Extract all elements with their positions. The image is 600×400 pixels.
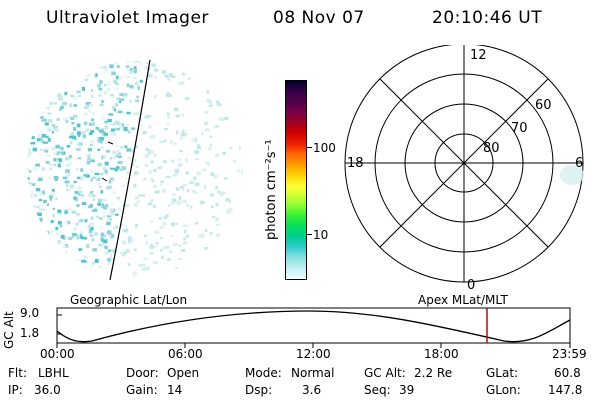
lat-label-60: 60: [535, 98, 552, 113]
aurora-spot: [560, 165, 584, 185]
polar-grid: 12 18 6 0 60 70 80: [344, 45, 584, 293]
colorbar-tick-mark: [307, 234, 312, 235]
terminator-line: [109, 59, 151, 280]
alt-tick-9: 9.0: [20, 306, 40, 320]
tick-mark: [107, 141, 114, 145]
date-label: 08 Nov 07: [273, 8, 365, 28]
orbit-plot-frame: [56, 307, 571, 344]
seq-value: 39: [399, 383, 415, 397]
mlt-label-12: 12: [470, 48, 487, 63]
mlt-label-18: 18: [347, 156, 364, 171]
mode-label: Mode:: [245, 366, 282, 380]
glon-label: GLon:: [486, 383, 521, 397]
gain-value: 14: [167, 383, 183, 397]
color-scale-bar: [285, 80, 307, 280]
x-tick-1800: 18:00: [424, 347, 459, 361]
x-tick-2359: 23:59: [552, 347, 587, 361]
glat-value: 60.8: [554, 366, 581, 380]
colorbar-tick-10: 10: [313, 228, 329, 242]
gain-label: Gain:: [126, 383, 158, 397]
x-tick-1200: 12:00: [296, 347, 331, 361]
dsp-value: 3.6: [302, 383, 322, 397]
flt-label: Flt:: [8, 366, 27, 380]
time-label: 20:10:46 UT: [432, 8, 543, 28]
dsp-label: Dsp:: [245, 383, 273, 397]
apex-label: Apex MLat/MLT: [418, 293, 508, 307]
altitude-curve: [56, 310, 571, 343]
x-tick-0000: 00:00: [40, 347, 75, 361]
alt-tick-1-8: 1.8: [20, 326, 40, 340]
door-label: Door:: [126, 366, 159, 380]
orbit-plot: [56, 307, 571, 348]
gc-alt-label: GC Alt:: [364, 366, 406, 380]
tick-mark: [101, 177, 108, 182]
geographic-label: Geographic Lat/Lon: [70, 293, 188, 307]
gc-alt-value: 2.2 Re: [414, 366, 453, 380]
glat-label: GLat:: [486, 366, 519, 380]
colorbar-tick-100: 100: [313, 141, 336, 155]
image-speckle: [27, 61, 243, 277]
mlt-label-0: 0: [467, 278, 475, 293]
ip-value: 36.0: [34, 383, 61, 397]
geographic-image: [27, 59, 243, 280]
mode-value: Normal: [291, 366, 335, 380]
door-value: Open: [167, 366, 200, 380]
glon-value: 147.8: [548, 383, 583, 397]
lat-label-80: 80: [483, 141, 500, 156]
mlt-label-6: 6: [575, 156, 583, 171]
instrument-title: Ultraviolet Imager: [46, 8, 209, 28]
x-tick-0600: 06:00: [168, 347, 203, 361]
colorbar-unit-label: photon cm⁻²s⁻¹: [264, 139, 279, 240]
flt-value: LBHL: [38, 366, 69, 380]
colorbar-tick-mark: [307, 147, 312, 148]
lat-label-70: 70: [511, 121, 528, 136]
ip-label: IP:: [8, 383, 23, 397]
gc-alt-axis-label: GC Alt: [2, 311, 16, 349]
seq-label: Seq:: [364, 383, 391, 397]
